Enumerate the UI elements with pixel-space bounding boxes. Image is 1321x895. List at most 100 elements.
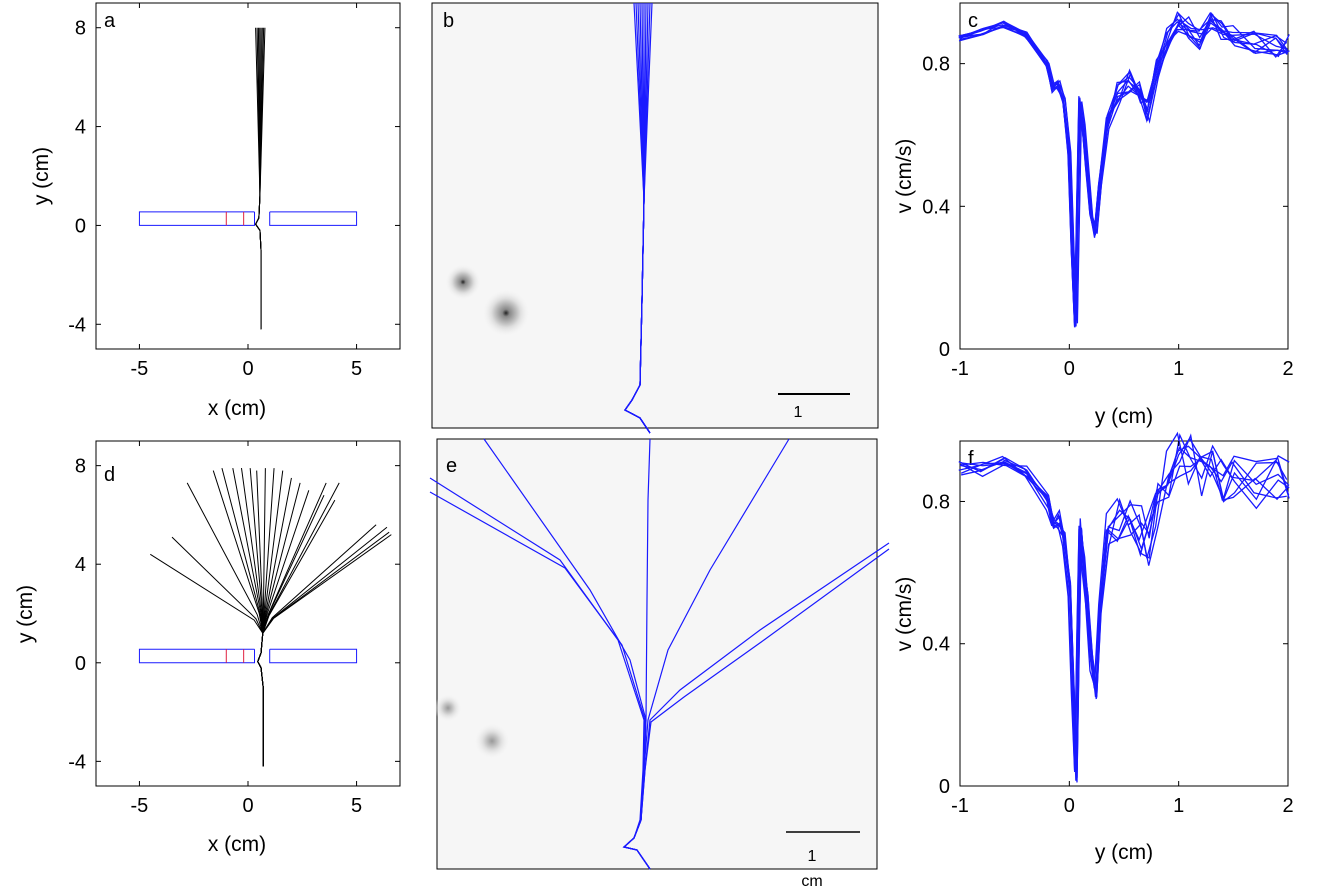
panel-f: f -1 0 1 200.40.8 y (cm) v (cm/s) bbox=[893, 431, 1294, 864]
trajectory bbox=[221, 467, 264, 767]
velocity-curve bbox=[959, 437, 1289, 781]
y-tick-label: 4 bbox=[75, 554, 86, 576]
velocity-curve bbox=[959, 11, 1288, 320]
velocity-curves bbox=[958, 11, 1290, 328]
x-tick-label: 0 bbox=[1064, 795, 1075, 817]
panel-b: b 1 bbox=[431, 2, 879, 434]
x-tick-label: 1 bbox=[1173, 358, 1184, 380]
channel bbox=[138, 648, 358, 664]
trajectory bbox=[257, 482, 327, 767]
x-tick-label: -5 bbox=[131, 795, 149, 817]
panel-a-label: a bbox=[104, 10, 116, 32]
velocity-curve bbox=[958, 18, 1288, 328]
trajectory bbox=[150, 553, 264, 767]
y-tick-label: 4 bbox=[75, 117, 86, 139]
velocity-curve bbox=[961, 450, 1290, 769]
channel-right bbox=[269, 648, 358, 664]
velocity-curve bbox=[961, 13, 1290, 321]
velocity-curve bbox=[958, 431, 1287, 772]
x-tick-label: -5 bbox=[131, 358, 149, 380]
panel-f-axes bbox=[959, 440, 1289, 787]
panel-b-image bbox=[431, 2, 879, 429]
x-tick-label: 2 bbox=[1282, 795, 1293, 817]
trajectories bbox=[429, 438, 890, 870]
panel-a-ylabel: y (cm) bbox=[30, 147, 53, 205]
panel-d: d -5 0 5 -4 0 4 8 x (cm) y (cm) bbox=[14, 440, 401, 856]
channel bbox=[138, 211, 358, 226]
panel-a-xlabel: x (cm) bbox=[208, 397, 266, 420]
x-tick-label: -1 bbox=[951, 795, 969, 817]
panel-a-axes bbox=[95, 2, 401, 350]
x-tick-label: 0 bbox=[242, 358, 253, 380]
trajectory bbox=[624, 2, 653, 434]
channel-left bbox=[138, 211, 256, 226]
velocity-curve bbox=[959, 12, 1289, 327]
velocity-curve bbox=[961, 20, 1290, 324]
x-tick-label: -1 bbox=[951, 358, 969, 380]
panel-b-label: b bbox=[443, 10, 454, 32]
trajectory bbox=[186, 482, 264, 767]
panel-c-ylabel: v (cm/s) bbox=[893, 139, 916, 214]
velocity-curve bbox=[958, 11, 1287, 323]
y-tick-label: -4 bbox=[68, 751, 86, 773]
trajectory bbox=[255, 27, 266, 330]
x-tick-label: 2 bbox=[1282, 358, 1293, 380]
y-tick-label: 0 bbox=[939, 339, 950, 361]
velocity-curve bbox=[959, 15, 1288, 321]
trajectories bbox=[255, 27, 266, 330]
scale-bar-unit: cm bbox=[801, 873, 822, 890]
x-tick-label: 1 bbox=[1173, 795, 1184, 817]
panel-f-ylabel: v (cm/s) bbox=[893, 577, 916, 652]
x-tick-label: 0 bbox=[242, 795, 253, 817]
y-tick-label: 0.8 bbox=[922, 54, 950, 76]
panel-c-label: c bbox=[968, 10, 978, 32]
panel-e: e 1 cm bbox=[429, 438, 890, 890]
bead-2 bbox=[482, 289, 530, 337]
trajectory bbox=[171, 536, 264, 767]
trajectory bbox=[622, 548, 890, 870]
trajectories bbox=[150, 467, 392, 767]
panel-f-xlabel: y (cm) bbox=[1095, 841, 1153, 864]
panel-f-label: f bbox=[968, 448, 974, 470]
scale-bar-label: 1 bbox=[794, 404, 803, 421]
velocity-curve bbox=[958, 11, 1288, 326]
x-tick-label: 0 bbox=[1064, 358, 1075, 380]
bead-2 bbox=[474, 723, 510, 759]
y-tick-label: 8 bbox=[75, 456, 86, 478]
velocity-curve bbox=[959, 13, 1289, 327]
y-tick-label: 0 bbox=[75, 653, 86, 675]
x-tick-label: 5 bbox=[351, 795, 362, 817]
panel-c-xlabel: y (cm) bbox=[1095, 405, 1153, 428]
panel-c: c -1 0 1 200.40.8 y (cm) v (cm/s) bbox=[893, 2, 1294, 428]
y-tick-label: 8 bbox=[75, 18, 86, 40]
y-tick-label: 0.4 bbox=[922, 634, 950, 656]
bead-1 bbox=[445, 264, 481, 300]
y-tick-label: 0.8 bbox=[922, 491, 950, 513]
velocity-curves bbox=[958, 431, 1290, 783]
bead-1 bbox=[434, 694, 462, 722]
panel-d-xlabel: x (cm) bbox=[208, 833, 266, 856]
trajectory bbox=[257, 526, 388, 767]
y-tick-label: 0 bbox=[75, 215, 86, 237]
channel-left bbox=[138, 648, 256, 664]
channel-right bbox=[269, 211, 358, 226]
x-tick-label: 5 bbox=[351, 358, 362, 380]
y-tick-label: 0 bbox=[939, 776, 950, 798]
trajectories bbox=[624, 2, 653, 434]
y-tick-label: 0.4 bbox=[922, 196, 950, 218]
velocity-curve bbox=[958, 445, 1288, 772]
velocity-curve bbox=[960, 433, 1290, 778]
panel-e-label: e bbox=[446, 455, 457, 477]
panel-d-ylabel: y (cm) bbox=[14, 585, 37, 643]
panel-a: a -5 0 5 -4 0 4 8 x (cm) y (cm) bbox=[30, 2, 401, 420]
y-tick-label: -4 bbox=[68, 314, 86, 336]
panel-d-axes bbox=[95, 440, 401, 787]
velocity-curve bbox=[960, 457, 1290, 773]
panel-e-image bbox=[436, 438, 878, 870]
velocity-curve bbox=[958, 19, 1288, 328]
velocity-curve bbox=[960, 446, 1290, 767]
panel-c-axes bbox=[959, 2, 1289, 350]
scale-bar-label: 1 bbox=[808, 848, 817, 865]
panel-d-label: d bbox=[104, 464, 115, 486]
